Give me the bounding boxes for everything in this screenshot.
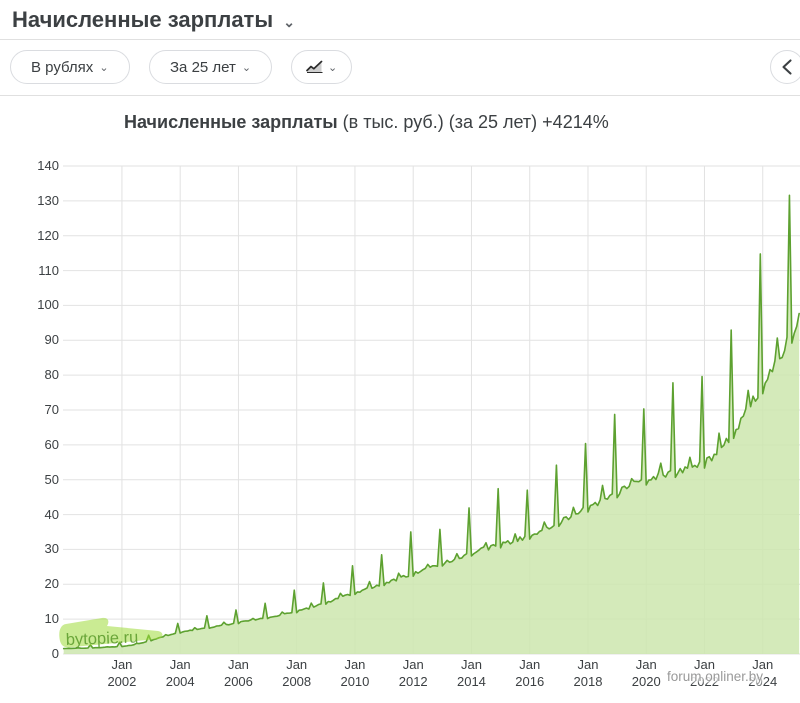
svg-text:bytopie.ru: bytopie.ru — [66, 628, 139, 649]
